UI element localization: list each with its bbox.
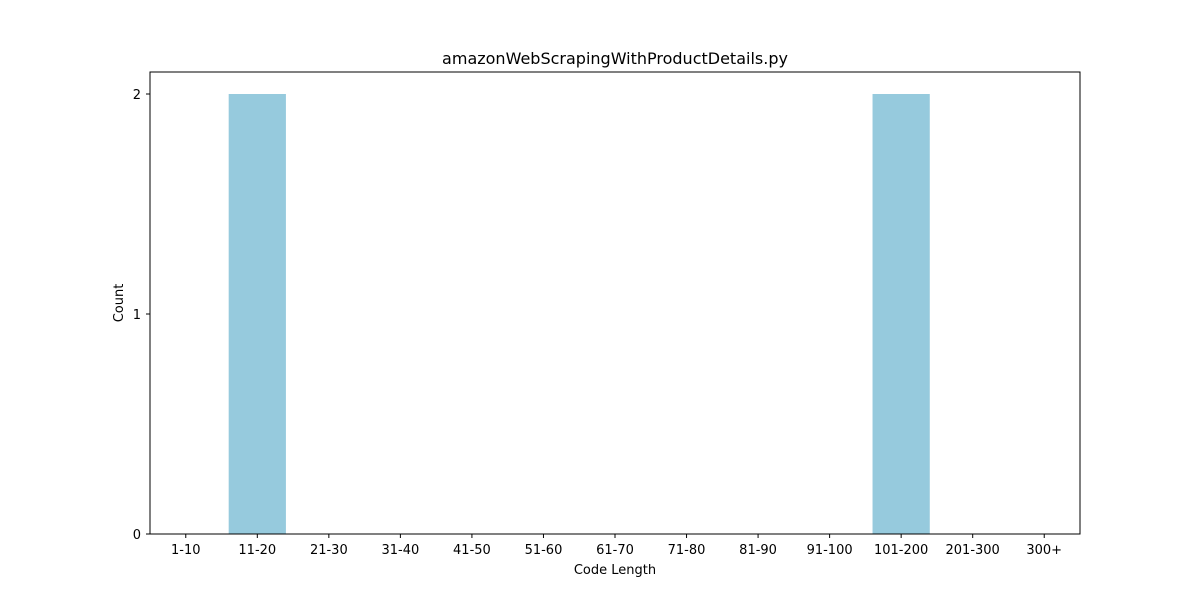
bar-101-200 [872,94,930,534]
x-tick-label: 1-10 [171,543,201,558]
x-tick-label: 31-40 [381,543,419,558]
x-ticks-layer: 1-10 11-20 21-30 31-40 41-50 51-60 61-70 71-80 8… [171,534,1062,558]
y-axis-label: Count [112,284,127,323]
x-tick-label: 61-70 [596,543,634,558]
x-tick-label: 81-90 [739,543,777,558]
x-tick-label: 51-60 [525,543,563,558]
x-tick-label: 11-20 [238,543,276,558]
chart-title: amazonWebScrapingWithProductDetails.py [442,49,788,68]
x-tick-label: 41-50 [453,543,491,558]
x-tick-label: 300+ [1026,543,1062,558]
bar-11-20 [228,94,286,534]
x-tick-label: 91-100 [807,543,853,558]
bars-layer [228,94,930,534]
y-tick-label: 0 [133,528,141,543]
x-axis-label: Code Length [574,563,656,578]
y-ticks-layer: 0 1 2 [133,88,150,543]
x-tick-label: 71-80 [668,543,706,558]
plot-frame [149,71,1081,535]
y-tick-label: 1 [133,308,141,323]
x-tick-label: 101-200 [874,543,928,558]
x-tick-label: 201-300 [946,543,1000,558]
y-tick-label: 2 [133,88,141,103]
x-tick-label: 21-30 [310,543,348,558]
